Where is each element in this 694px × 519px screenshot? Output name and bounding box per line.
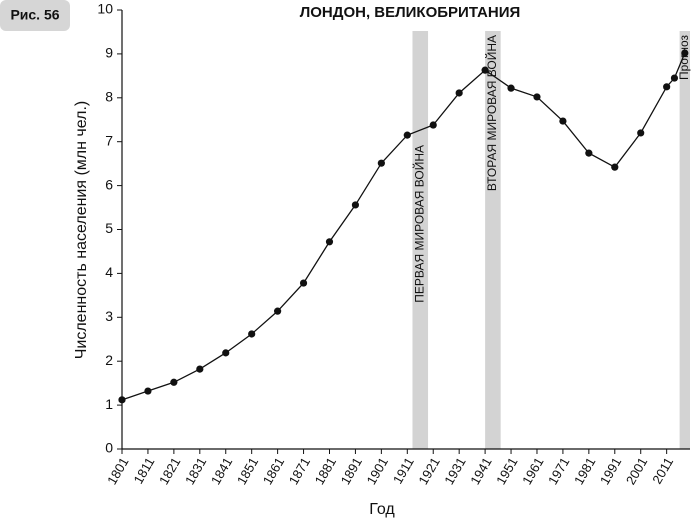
x-tick-label: 1881 [312,455,339,488]
data-point [274,307,282,315]
data-point [611,163,619,171]
x-tick-label: 1991 [597,455,624,488]
x-tick-label: 2001 [623,455,650,488]
x-tick-label: 1901 [363,455,390,488]
x-tick-label: 1971 [545,455,572,488]
y-tick-label: 1 [105,396,113,412]
data-point [533,93,541,101]
data-point [325,238,334,246]
data-point [455,89,463,97]
data-point [170,378,178,386]
data-point [222,349,230,357]
x-tick-label: 1861 [260,455,287,488]
badge: Рис. 56 [10,7,59,23]
data-point [670,74,679,82]
y-tick-label: 5 [105,220,113,236]
x-tick-label: 1931 [441,455,468,488]
data-point [351,201,360,209]
x-tick-label: 1961 [519,455,546,488]
data-point [681,49,689,57]
data-point [663,83,671,91]
data-line [121,52,686,401]
x-tick-label: 1871 [286,455,313,488]
data-point [377,159,385,167]
band [485,31,501,449]
badge-box [0,0,70,31]
y-tick-label: 7 [105,132,113,148]
y-tick-label: 0 [105,440,113,456]
band-label: Прогноз [677,35,691,81]
data-point [559,117,567,125]
data-point [507,84,515,92]
x-tick-label: 1921 [415,455,442,488]
data-point [585,149,593,157]
x-tick-label: 1841 [208,455,235,488]
y-tick-label: 10 [97,1,113,17]
data-point [196,365,204,373]
data-point [429,121,437,129]
x-tick-label: 1821 [156,455,183,488]
x-tick-label: 1811 [131,455,158,487]
x-tick-label: 1981 [571,455,598,488]
chart-title: ЛОНДОН, ВЕЛИКОБРИТАНИЯ [300,4,521,21]
y-tick-label: 4 [105,264,113,280]
band-label: ПЕРВАЯ МИРОВАЯ ВОЙНА [411,145,426,303]
data-point [118,396,126,404]
band [412,31,429,449]
x-tick-label: 1831 [182,455,209,488]
x-tick-label: 1941 [467,455,494,488]
data-point [144,387,152,395]
band-label: ВТОРАЯ МИРОВАЯ ВОЙНА [484,35,499,191]
x-tick-label: 1911 [390,455,417,487]
x-tick-label: 1801 [104,455,131,488]
data-point [403,131,411,139]
y-tick-label: 8 [105,89,113,105]
data-point [637,129,645,137]
x-tick-label: 1891 [338,455,365,488]
y-tick-label: 3 [105,308,113,324]
y-tick-label: 2 [105,352,113,368]
data-point [299,279,308,287]
y-tick-label: 9 [105,45,113,61]
x-tick-label: 1851 [234,455,261,488]
x-axis-label: Год [369,501,395,518]
data-point [481,66,489,74]
x-tick-label: 2011 [649,455,676,487]
y-tick-label: 6 [105,176,113,192]
data-point [248,330,256,338]
band [679,31,690,449]
x-tick-label: 1951 [493,455,520,488]
y-axis-label: Численность населения (млн чел.) [73,101,90,360]
